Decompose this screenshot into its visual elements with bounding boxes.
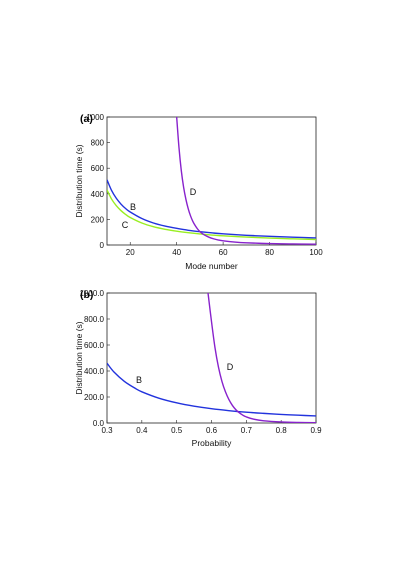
panel-a-series-c-line (107, 189, 316, 241)
panel-a-label: (a) (80, 113, 93, 125)
panel-a-y-ticks: 0 200 400 600 800 1000 (86, 113, 110, 250)
panel-b-x-tick-label: 0.7 (241, 426, 253, 435)
panel-a-y-axis-label: Distribution time (s) (74, 144, 84, 217)
panel-b-series-b-line (107, 362, 316, 417)
curve-label-b: B (130, 202, 136, 212)
panel-b-x-tick-label: 0.5 (171, 426, 183, 435)
panel-a-x-tick-label: 20 (126, 248, 135, 257)
curve-label-d: D (227, 362, 234, 372)
panel-a-x-tick-label: 40 (172, 248, 181, 257)
panel-b-y-tick-label: 600.0 (84, 341, 105, 350)
panel-a-y-tick-label: 200 (91, 215, 105, 224)
curve-label-d: D (190, 187, 197, 197)
panel-b-x-tick-label: 0.6 (206, 426, 218, 435)
panel-b-y-tick-label: 200.0 (84, 393, 105, 402)
panel-b-y-tick-label: 0.0 (93, 419, 105, 428)
panel-b-label: (b) (80, 289, 93, 301)
panel-a-y-tick-label: 600 (91, 164, 105, 173)
curve-label-c: C (122, 220, 129, 230)
panel-a-y-tick-label: 1000 (86, 113, 104, 122)
panel-b-x-tick-label: 0.9 (310, 426, 322, 435)
panel-b-x-tick-label: 0.3 (101, 426, 113, 435)
panel-a-series (107, 117, 316, 245)
panel-a-x-tick-label: 80 (265, 248, 274, 257)
panel-b-y-axis-label: Distribution time (s) (74, 321, 84, 394)
panel-b-y-tick-label: 800.0 (84, 315, 105, 324)
panel-b-x-tick-label: 0.4 (136, 426, 148, 435)
panel-b-series (107, 293, 316, 423)
panel-a-series-b-line (107, 179, 316, 239)
panel-b-series-d-line (207, 293, 316, 423)
panel-b: (b) 0.0 200.0 400.0 600.0 800.0 1000.0 0.3 0.4… (74, 289, 322, 448)
panel-a-y-tick-label: 800 (91, 139, 105, 148)
curve-label-b: B (136, 375, 142, 385)
panel-a-x-tick-label: 60 (219, 248, 228, 257)
panel-b-x-ticks: 0.3 0.4 0.5 0.6 0.7 0.8 0.9 (101, 420, 322, 435)
panel-a-plot-frame (106, 116, 317, 246)
panel-a-y-tick-label: 400 (91, 190, 105, 199)
panel-b-y-tick-label: 400.0 (84, 367, 105, 376)
panel-b-y-ticks: 0.0 200.0 400.0 600.0 800.0 1000.0 (80, 289, 110, 428)
panel-a-x-tick-label: 100 (309, 248, 323, 257)
panel-a-y-tick-label: 0 (100, 241, 105, 250)
panel-b-plot-frame (106, 292, 317, 424)
panel-b-x-axis-label: Probability (192, 438, 232, 448)
panel-b-y-tick-label: 1000.0 (80, 289, 105, 298)
panel-a: (a) 0 200 400 600 800 1000 20 40 60 80 100 Mode n… (74, 113, 323, 271)
panel-a-x-ticks: 20 40 60 80 100 (126, 242, 323, 257)
panel-a-series-d-line (175, 117, 316, 245)
panel-b-x-tick-label: 0.8 (276, 426, 288, 435)
panel-a-x-axis-label: Mode number (185, 261, 238, 271)
